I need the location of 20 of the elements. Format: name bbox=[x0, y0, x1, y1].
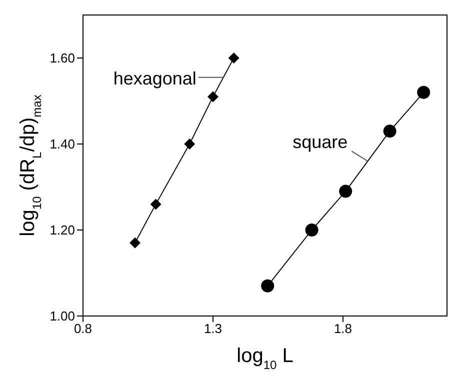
point bbox=[417, 86, 430, 99]
point bbox=[184, 138, 196, 150]
point bbox=[261, 279, 274, 292]
y-tick-label: 1.00 bbox=[50, 308, 75, 324]
y-tick-label: 1.60 bbox=[50, 50, 75, 66]
y-tick-label: 1.20 bbox=[50, 222, 75, 238]
point bbox=[130, 237, 140, 248]
y-tick-label: 1.40 bbox=[50, 136, 75, 152]
x-tick-label: 1.3 bbox=[204, 321, 222, 336]
point bbox=[383, 124, 396, 138]
point bbox=[339, 184, 352, 198]
point bbox=[305, 224, 318, 236]
series-label: hexagonal bbox=[113, 68, 196, 88]
x-tick-label: 1.8 bbox=[334, 321, 352, 336]
point bbox=[228, 52, 240, 64]
x-tick-label: 0.8 bbox=[74, 321, 92, 336]
point bbox=[150, 198, 162, 210]
point bbox=[208, 91, 218, 102]
series-label: square bbox=[292, 132, 348, 152]
x-axis-title: log$_{10}$ L bbox=[236, 345, 294, 372]
